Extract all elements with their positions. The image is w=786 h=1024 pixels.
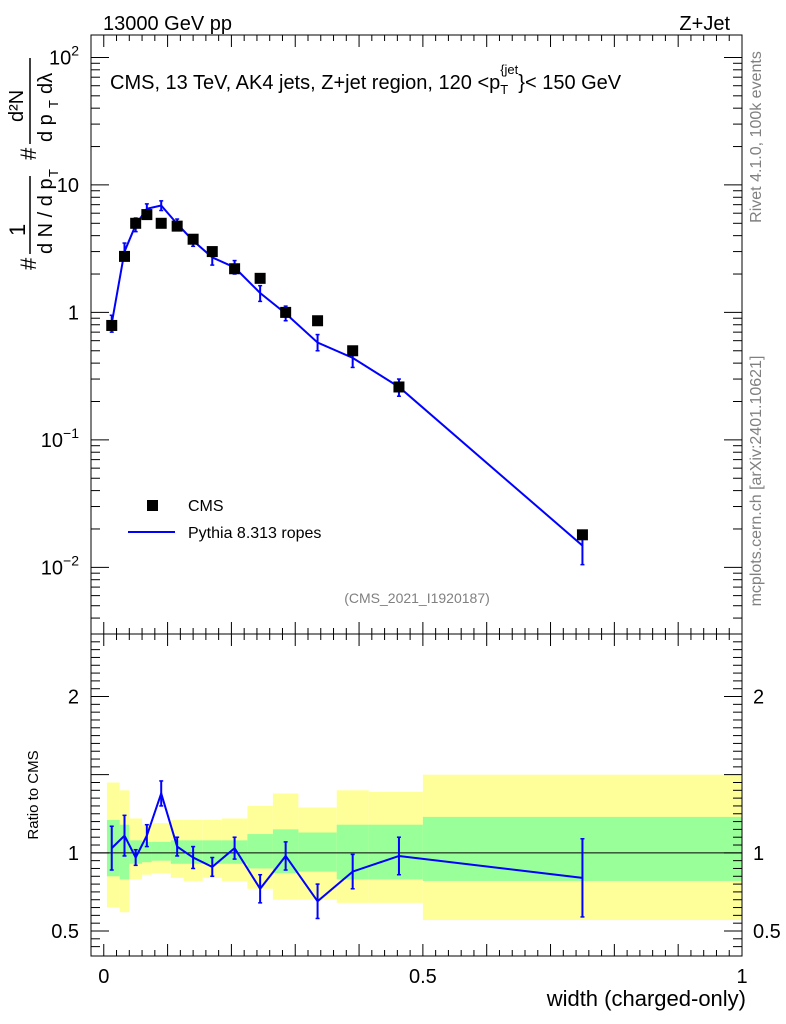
ratio-band-green <box>142 841 152 863</box>
ratio-y-tick-label-left: 0.5 <box>51 921 79 943</box>
ratio-y-label: Ratio to CMS <box>25 750 42 839</box>
main-title-sup: {jet <box>500 62 518 77</box>
ratio-bands <box>91 774 742 921</box>
y-tick-label: 1 <box>68 302 79 324</box>
ratio-band-green <box>247 834 273 869</box>
y-tick-label: 102 <box>49 42 79 69</box>
cms-data-point <box>119 250 131 262</box>
main-title-prefix: CMS, 13 TeV, AK4 jets, Z+jet region, 120… <box>110 72 500 94</box>
rivet-version-text: Rivet 4.1.0, 100k events <box>748 51 765 223</box>
main-y-label: # 1 d N / d p T # d²N d p T dλ <box>5 58 61 270</box>
cms-data-point <box>206 246 218 258</box>
ylabel-d2n: d²N <box>6 90 28 122</box>
cms-data-point <box>393 381 405 393</box>
cms-data-point <box>280 306 292 318</box>
ylabel-dpt: d p <box>35 114 57 142</box>
ratio-band-green <box>368 824 423 880</box>
ratio-band-green <box>106 820 120 877</box>
x-tick-label: 1 <box>736 966 747 988</box>
ratio-frame <box>90 633 743 957</box>
cms-data-point <box>254 272 266 284</box>
ylabel-denominator: d N / d p <box>35 178 57 254</box>
cms-data-point <box>130 217 142 229</box>
pythia-line <box>110 204 584 547</box>
cms-data-point <box>312 315 324 327</box>
cms-data-point <box>229 263 241 275</box>
y-tick-label: 10−2 <box>41 552 79 579</box>
ratio-y-tick-label-left: 1 <box>68 843 79 865</box>
ylabel-dlambda: dλ <box>35 73 57 94</box>
mcplots-reference-text: mcplots.cern.ch [arXiv:2401.10621] <box>748 356 765 607</box>
legend-label-pythia: Pythia 8.313 ropes <box>188 525 321 542</box>
ratio-axis-ticks: 0 0.5 1 0.5 0.5 1 1 2 2 <box>51 633 781 988</box>
legend-marker-cms <box>147 500 158 511</box>
cms-data-point <box>171 220 183 232</box>
ylabel-hash-2: # <box>16 147 41 160</box>
main-panel: 10−2 10−1 1 10 102 CMS, 13 TeV, AK4 jets, Z+… <box>5 34 743 635</box>
ratio-band-green <box>202 840 222 864</box>
y-tick-label: 10 <box>57 175 79 197</box>
y-tick-label: 10−1 <box>41 425 79 452</box>
cms-data-point <box>576 529 588 541</box>
ratio-series <box>109 780 585 920</box>
ratio-y-tick-label-left: 2 <box>68 687 79 709</box>
main-axis-ticks: 10−2 10−1 1 10 102 <box>41 35 743 635</box>
analysis-annotation: (CMS_2021_I1920187) <box>344 590 490 606</box>
ylabel-one: 1 <box>5 224 30 236</box>
ylabel-hash-1: # <box>16 257 41 270</box>
ylabel-sub-2: T <box>46 100 61 108</box>
header-left: 13000 GeV pp <box>103 13 232 35</box>
cms-data-point <box>106 319 118 331</box>
ratio-panel: 0 0.5 1 0.5 0.5 1 1 2 2 Ratio to CMS width (char… <box>25 633 781 1011</box>
legend-label-cms: CMS <box>188 498 224 515</box>
cms-data-point <box>187 233 199 245</box>
ratio-band-green <box>151 841 171 861</box>
main-series <box>106 200 588 566</box>
main-frame <box>90 34 743 635</box>
x-tick-label: 0 <box>98 966 109 988</box>
legend: CMS Pythia 8.313 ropes <box>128 498 321 542</box>
main-title-sub: T <box>500 82 508 97</box>
ratio-band-green <box>298 832 337 872</box>
ylabel-sub-1: T <box>46 169 61 177</box>
x-axis-label: width (charged-only) <box>546 986 746 1011</box>
x-tick-label: 0.5 <box>409 966 437 988</box>
ratio-y-tick-label-right: 0.5 <box>753 921 781 943</box>
main-title-suffix: }< 150 GeV <box>518 72 622 94</box>
ratio-y-tick-label-right: 1 <box>753 843 764 865</box>
cms-data-point <box>141 209 153 221</box>
header-right: Z+Jet <box>679 13 730 35</box>
main-title: CMS, 13 TeV, AK4 jets, Z+jet region, 120… <box>110 62 622 97</box>
ratio-y-tick-label-right: 2 <box>753 687 764 709</box>
cms-data-point <box>347 345 359 357</box>
cms-data-point <box>155 217 167 229</box>
